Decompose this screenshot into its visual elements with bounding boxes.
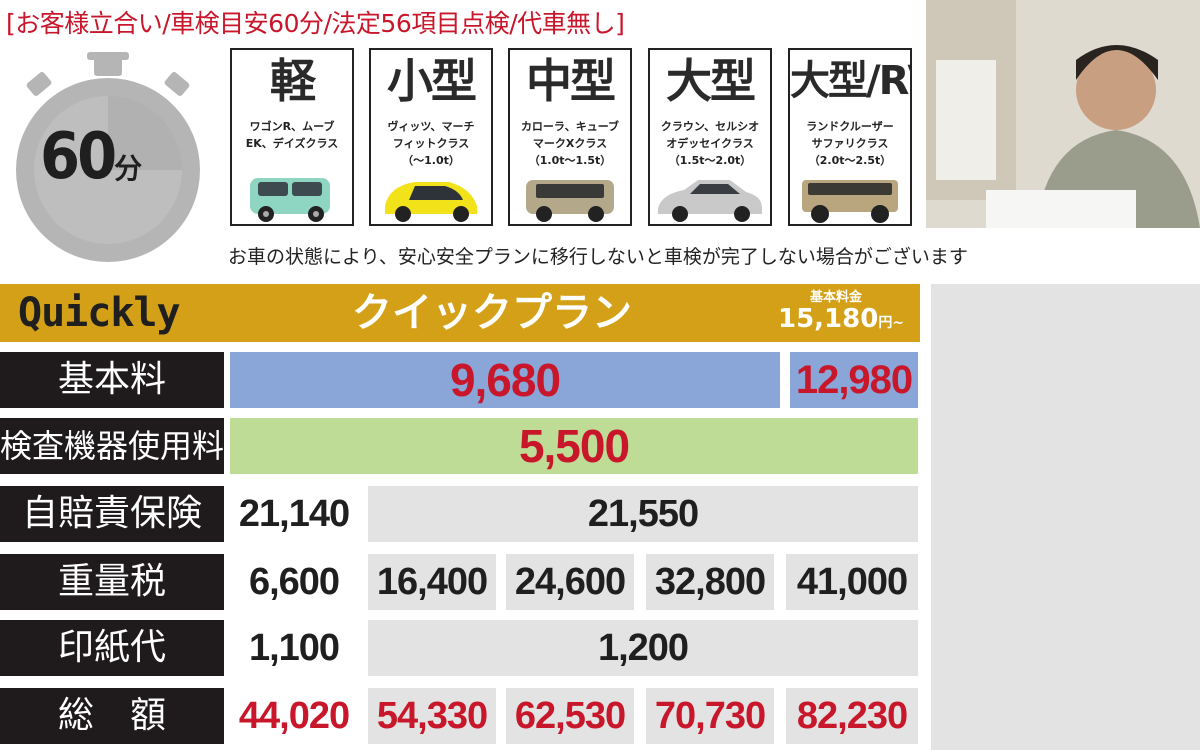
car-card-kei: 軽 ワゴンR、ムーブ EK、デイズクラス <box>230 48 354 226</box>
small-car-image <box>385 182 477 222</box>
inspection-fee: 5,500 <box>230 418 918 474</box>
car-card-large: 大型 クラウン、セルシオ オデッセイクラス （1.5t〜2.0t） <box>648 48 772 226</box>
basic-fee-rv: 12,980 <box>790 352 918 408</box>
row-label-stamp: 印紙代 <box>0 620 224 676</box>
row-label-insurance: 自賠責保険 <box>0 486 224 542</box>
car-weight: （1.0t〜1.5t） <box>528 154 612 167</box>
basic-fee-main: 9,680 <box>230 352 780 408</box>
car-card-small: 小型 ヴィッツ、マーチ フィットクラス （〜1.0t） <box>369 48 493 226</box>
insurance-others: 21,550 <box>368 486 918 542</box>
kei-car-image <box>250 178 330 222</box>
car-weight: （1.5t〜2.0t） <box>668 154 752 167</box>
car-size-label: 大型/RV <box>790 58 910 104</box>
weight-tax-kei: 6,600 <box>230 554 358 610</box>
car-weight: （〜1.0t） <box>402 154 460 167</box>
car-models-line1: ヴィッツ、マーチ <box>387 120 475 133</box>
stamp-others: 1,200 <box>368 620 918 676</box>
notice-text: お車の状態により、安心安全プランに移行しないと車検が完了しない場合がございます <box>228 246 968 268</box>
plan-header-bar <box>0 284 920 342</box>
total-small: 54,330 <box>368 688 496 744</box>
weight-tax-large: 32,800 <box>646 554 774 610</box>
row-label-weight-tax: 重量税 <box>0 554 224 610</box>
insurance-kei: 21,140 <box>230 486 358 542</box>
car-card-medium: 中型 カローラ、キューブ マークXクラス （1.0t〜1.5t） <box>508 48 632 226</box>
weight-tax-medium: 24,600 <box>506 554 634 610</box>
car-models-line1: クラウン、セルシオ <box>660 120 760 133</box>
stopwatch-icon <box>16 52 200 262</box>
rv-car-image <box>802 180 898 223</box>
car-size-label: 中型 <box>526 54 616 108</box>
row-label-inspection: 検査機器使用料 <box>0 418 224 474</box>
base-price-suffix: 円~ <box>878 315 905 331</box>
base-price-value: 15,180 <box>778 304 879 334</box>
car-models-line1: ランドクルーザー <box>806 120 894 133</box>
car-models-line2: オデッセイクラス <box>666 137 754 150</box>
row-label-basic: 基本料 <box>0 352 224 408</box>
car-models-line2: サファリクラス <box>811 137 889 150</box>
base-price-label: 基本料金 <box>810 290 863 305</box>
weight-tax-small: 16,400 <box>368 554 496 610</box>
car-models-line1: ワゴンR、ムーブ <box>249 120 335 133</box>
stamp-kei: 1,100 <box>230 620 358 676</box>
car-models-line1: カローラ、キューブ <box>520 120 620 133</box>
total-large: 70,730 <box>646 688 774 744</box>
timer-text: 60分 <box>40 120 200 200</box>
total-rv: 82,230 <box>786 688 918 744</box>
plan-name-en: Quickly <box>18 290 181 336</box>
car-card-rv: 大型/RV ランドクルーザー サファリクラス （2.0t〜2.5t） <box>788 48 912 226</box>
car-models-line2: EK、デイズクラス <box>245 137 339 150</box>
car-size-label: 軽 <box>270 54 316 108</box>
base-price: 15,180円~ <box>778 304 904 334</box>
car-size-label: 大型 <box>666 54 756 108</box>
car-size-label: 小型 <box>387 54 477 108</box>
car-models-line2: フィットクラス <box>392 137 470 150</box>
weight-tax-rv: 41,000 <box>786 554 918 610</box>
total-kei: 44,020 <box>230 688 358 744</box>
large-car-image <box>658 180 762 222</box>
mechanic-image <box>926 0 1200 228</box>
car-models-line2: マークXクラス <box>532 137 608 150</box>
plan-name-jp: クイックプラン <box>352 290 632 336</box>
page-title: [お客様立合い/車検目安60分/法定56項目点検/代車無し] <box>6 9 625 38</box>
timer-value: 60 <box>40 120 117 194</box>
row-label-total: 総 額 <box>0 688 224 744</box>
car-weight: （2.0t〜2.5t） <box>808 154 892 167</box>
total-medium: 62,530 <box>506 688 634 744</box>
right-panel <box>931 284 1200 750</box>
mechanic-photo <box>926 0 1200 228</box>
timer-unit: 分 <box>114 152 143 185</box>
medium-car-image <box>526 180 614 222</box>
